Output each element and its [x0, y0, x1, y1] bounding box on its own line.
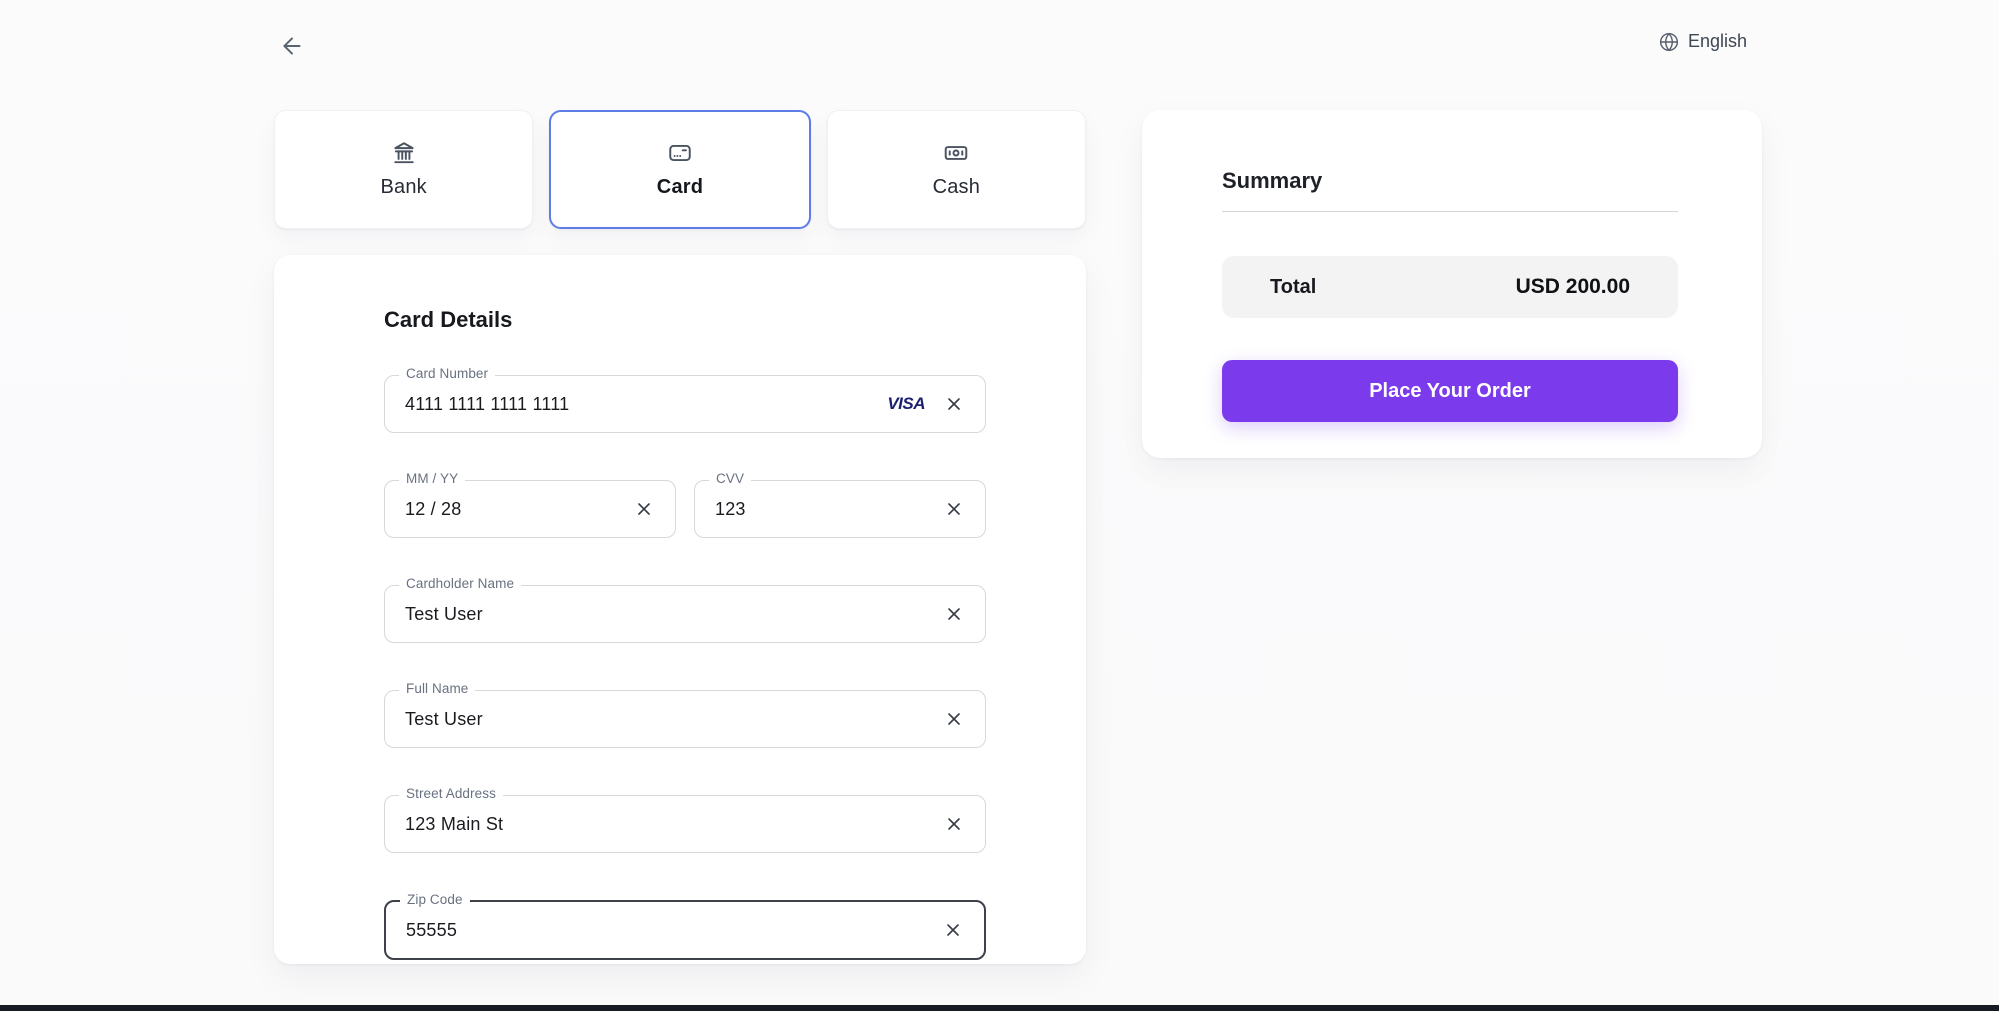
summary-column: Summary Total USD 200.00 Place Your Orde…: [1142, 110, 1762, 964]
globe-icon: [1659, 32, 1679, 52]
card-number-field[interactable]: Card Number 4111 1111 1111 1111 VISA: [384, 366, 986, 433]
zip-code-field[interactable]: Zip Code 55555: [384, 892, 986, 960]
card-form-fields: Card Number 4111 1111 1111 1111 VISA MM …: [384, 366, 986, 960]
expiry-field[interactable]: MM / YY 12 / 28: [384, 471, 676, 538]
place-order-button[interactable]: Place Your Order: [1222, 360, 1678, 422]
zip-code-value: 55555: [406, 919, 458, 940]
cvv-field[interactable]: CVV 123: [694, 471, 986, 538]
card-number-label: Card Number: [399, 366, 496, 381]
full-name-value: Test User: [405, 708, 483, 729]
summary-divider: [1222, 211, 1678, 212]
clear-card-number-icon[interactable]: [943, 393, 965, 415]
clear-cardholder-name-icon[interactable]: [943, 603, 965, 625]
total-value: USD 200.00: [1515, 275, 1630, 298]
language-label: English: [1687, 31, 1747, 51]
total-row: Total USD 200.00: [1222, 256, 1678, 318]
tab-cash[interactable]: Cash: [826, 110, 1086, 229]
clear-expiry-icon[interactable]: [633, 498, 655, 520]
clear-full-name-icon[interactable]: [943, 708, 965, 730]
back-button[interactable]: [274, 28, 310, 64]
bank-icon: [391, 140, 417, 166]
bottom-edge: [0, 1005, 1999, 1011]
summary-title: Summary: [1222, 168, 1323, 193]
full-name-label: Full Name: [399, 681, 476, 696]
expiry-value: 12 / 28: [405, 498, 462, 519]
street-address-field[interactable]: Street Address 123 Main St: [384, 786, 986, 853]
tab-card-label: Card: [656, 176, 704, 198]
card-number-value: 4111 1111 1111 1111: [405, 393, 570, 414]
clear-zip-code-icon[interactable]: [942, 919, 964, 941]
cvv-value: 123: [715, 498, 746, 519]
cardholder-name-field[interactable]: Cardholder Name Test User: [384, 576, 986, 643]
credit-card-icon: [667, 140, 693, 166]
tab-bank[interactable]: Bank: [274, 110, 534, 229]
street-address-label: Street Address: [399, 786, 503, 801]
tab-bank-label: Bank: [380, 176, 427, 198]
card-details-title: Card Details: [384, 307, 513, 332]
cardholder-name-value: Test User: [405, 603, 483, 624]
cardholder-name-label: Cardholder Name: [399, 576, 522, 591]
arrow-left-icon: [279, 33, 305, 59]
tab-card[interactable]: Card: [549, 110, 811, 229]
full-name-field[interactable]: Full Name Test User: [384, 681, 986, 748]
expiry-cvv-row: MM / YY 12 / 28 CVV 123: [384, 471, 986, 538]
total-label: Total: [1270, 275, 1317, 298]
payment-column: Bank Card Cash Card Details: [274, 110, 1086, 964]
card-details-card: Card Details Card Number 4111 1111 1111 …: [274, 255, 1086, 964]
main-content: Bank Card Cash Card Details: [274, 110, 1762, 964]
expiry-label: MM / YY: [399, 471, 466, 486]
cvv-label: CVV: [709, 471, 752, 486]
visa-logo: VISA: [887, 394, 925, 413]
payment-method-tabs: Bank Card Cash: [274, 110, 1086, 229]
tab-cash-label: Cash: [932, 176, 981, 198]
language-selector[interactable]: English: [1659, 31, 1747, 52]
summary-card: Summary Total USD 200.00 Place Your Orde…: [1142, 110, 1762, 458]
clear-cvv-icon[interactable]: [943, 498, 965, 520]
zip-code-label: Zip Code: [400, 892, 470, 907]
banknote-icon: [943, 140, 969, 166]
clear-street-address-icon[interactable]: [943, 813, 965, 835]
street-address-value: 123 Main St: [405, 813, 504, 834]
